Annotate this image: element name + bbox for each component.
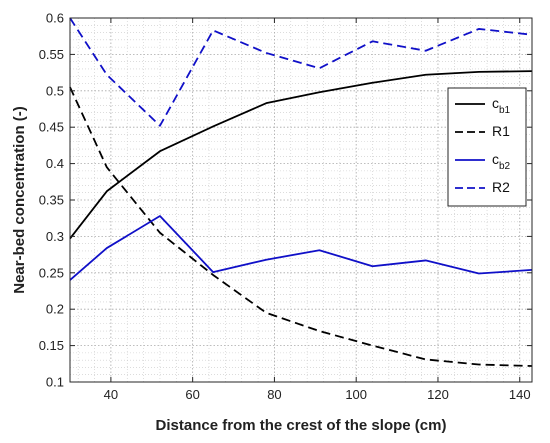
y-tick-label: 0.45 bbox=[39, 120, 64, 135]
legend-label: R1 bbox=[492, 123, 510, 139]
series-line-r1 bbox=[69, 86, 533, 367]
legend-label: cb2 bbox=[492, 151, 511, 172]
x-axis-title: Distance from the crest of the slope (cm… bbox=[156, 417, 447, 434]
legend-label-main: R2 bbox=[492, 179, 510, 195]
y-tick-labels: 0.1 0.15 0.2 0.25 0.3 0.35 0.4 0.45 0.5 0.55 0.6 bbox=[39, 11, 64, 390]
x-tick-label: 60 bbox=[185, 387, 199, 402]
x-tick-label: 120 bbox=[427, 387, 449, 402]
legend-label-subscript: b2 bbox=[499, 161, 511, 172]
series-line-c-b2 bbox=[69, 215, 533, 281]
y-tick-label: 0.5 bbox=[46, 83, 64, 98]
y-tick-label: 0.4 bbox=[46, 156, 64, 171]
legend-label-main: c bbox=[492, 95, 499, 111]
x-tick-label: 40 bbox=[104, 387, 118, 402]
x-tick-label: 80 bbox=[267, 387, 281, 402]
x-tick-labels: 40 60 80 100 120 140 bbox=[104, 387, 531, 402]
series-line-r2 bbox=[69, 17, 533, 127]
legend-label: cb1 bbox=[492, 95, 511, 116]
y-axis-title: Near-bed concentration (-) bbox=[11, 106, 28, 294]
legend-box bbox=[447, 87, 527, 207]
y-tick-label: 0.25 bbox=[39, 265, 64, 280]
y-tick-label: 0.15 bbox=[39, 338, 64, 353]
y-tick-label: 0.3 bbox=[46, 229, 64, 244]
series-line-c-b1 bbox=[69, 70, 533, 240]
series-layer bbox=[69, 17, 533, 367]
legend-label-main: c bbox=[492, 151, 499, 167]
x-tick-label: 140 bbox=[509, 387, 531, 402]
legend-label: R2 bbox=[492, 179, 510, 195]
y-tick-label: 0.6 bbox=[46, 11, 64, 26]
y-tick-label: 0.2 bbox=[46, 302, 64, 317]
y-tick-label: 0.55 bbox=[39, 47, 64, 62]
x-tick-label: 100 bbox=[345, 387, 367, 402]
y-tick-label: 0.35 bbox=[39, 193, 64, 208]
y-tick-label: 0.1 bbox=[46, 375, 64, 390]
axis-ticks bbox=[70, 17, 532, 383]
legend-label-subscript: b1 bbox=[499, 105, 511, 116]
legend-label-main: R1 bbox=[492, 123, 510, 139]
